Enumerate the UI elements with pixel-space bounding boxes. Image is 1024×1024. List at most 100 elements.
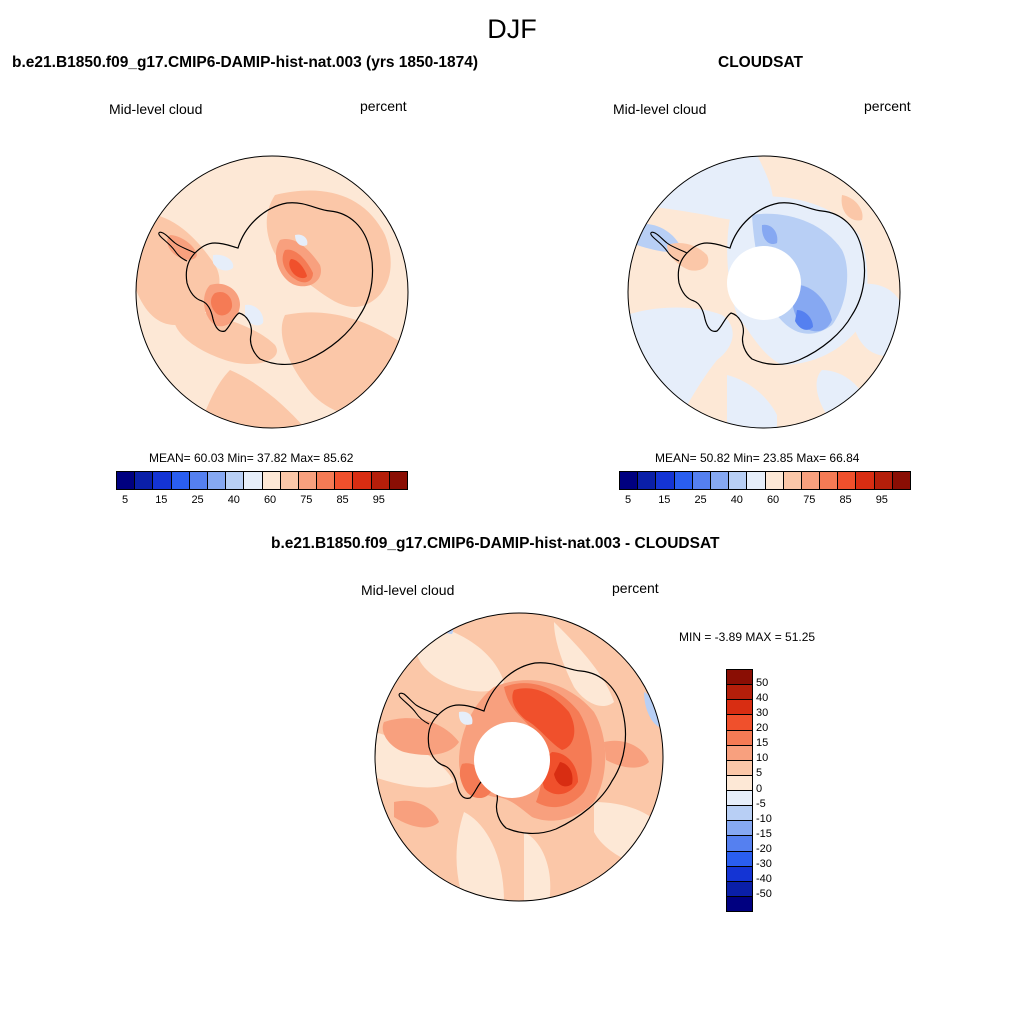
colorbar-swatch [727,806,752,822]
colorbar-swatch [727,745,752,761]
colorbar-swatch [727,896,752,911]
colorbar-tick-label: 60 [263,494,277,506]
obs-peninsula [650,231,688,262]
colorbar-tick-label: 60 [766,494,780,506]
diff-contour-pale-4 [456,812,504,901]
panel-diff-units-label: percent [612,580,659,596]
colorbar-tick-label: 40 [730,494,743,506]
model-contour-low-2 [245,304,264,326]
colorbar-swatch [765,472,784,489]
panel-model-title: b.e21.B1850.f09_g17.CMIP6-DAMIP-hist-nat… [12,54,479,71]
colorbar-tick-label: 50 [756,677,769,690]
diff-contour-strong-5 [554,762,573,787]
panel-diff-variable-label: Mid-level cloud [361,582,455,598]
figure-title: DJF [487,14,537,44]
diff-contour-blue-3 [458,711,473,725]
panel-obs-title: CLOUDSAT [718,54,803,71]
obs-coastline [677,202,866,365]
colorbar-tick-label: -20 [756,842,772,855]
colorbar-swatch [874,472,893,489]
obs-contour-peach-2 [841,195,863,221]
colorbar-tick-label: 20 [756,722,769,735]
obs-contour-pale-4 [727,375,777,428]
model-contour-light-1 [266,190,391,308]
colorbar-tick-label: -10 [756,812,772,825]
colorbar-tick-label: -15 [756,827,772,840]
obs-pole-hole [727,246,801,320]
colorbar-swatch [783,472,802,489]
panel-diff-stats: MIN = -3.89 MAX = 51.25 [679,630,816,644]
colorbar-swatch [727,836,752,852]
diff-contour-mid-3 [604,740,649,768]
colorbar-swatch [727,881,752,897]
colorbar-tick-label: -50 [756,887,772,900]
colorbar-swatch [353,472,372,489]
colorbar-tick-label: 0 [756,782,763,795]
panel-model-stats: MEAN= 60.03 Min= 37.82 Max= 85.62 [149,451,354,465]
colorbar-swatch [727,791,752,807]
colorbar-swatch [656,472,675,489]
colorbar-tick-label: 5 [625,494,632,506]
colorbar-swatch [135,472,154,489]
diff-contour-pale-6 [524,832,551,901]
colorbar-tick-label: 85 [839,494,852,506]
diff-contour-strong-3 [512,688,575,750]
panel-obs-units-label: percent [864,98,911,114]
diff-contour-mid-1 [382,718,459,755]
colorbar-tick-label: 10 [756,752,769,765]
colorbar-swatch [335,472,354,489]
panel-model-colorbar [116,471,408,490]
colorbar-swatch [226,472,245,489]
colorbar-swatch [727,760,752,776]
panel-obs-variable-label: Mid-level cloud [613,101,707,117]
panel-obs-colorbar [619,471,911,490]
colorbar-tick-label: 25 [694,494,707,506]
colorbar-swatch [389,472,407,489]
colorbar-tick-label: 15 [658,494,671,506]
panel-diff-colorbar [726,669,753,912]
colorbar-swatch [727,670,752,686]
colorbar-swatch [801,472,821,489]
model-contour-strong-3 [289,259,307,279]
colorbar-swatch [207,472,227,489]
colorbar-swatch [692,472,711,489]
colorbar-swatch [892,472,910,489]
colorbar-swatch [727,700,752,716]
colorbar-swatch [280,472,299,489]
panel-model-variable-label: Mid-level cloud [109,101,203,117]
model-coastline [185,202,374,365]
colorbar-swatch [317,472,336,489]
diff-contour-pale-2 [554,622,614,707]
colorbar-swatch [638,472,657,489]
obs-contour-blue-5 [795,310,813,330]
colorbar-swatch [727,851,752,867]
diff-contour-blue-2 [644,692,660,727]
colorbar-swatch [727,715,752,731]
panel-model-map [135,155,409,429]
colorbar-tick-label: 40 [227,494,240,506]
colorbar-swatch [262,472,281,489]
diff-contour-mid-2 [394,800,439,828]
colorbar-swatch [153,472,172,489]
colorbar-tick-label: 85 [336,494,349,506]
colorbar-swatch [838,472,857,489]
model-contour-low-3 [295,234,308,246]
colorbar-swatch [189,472,208,489]
colorbar-tick-label: 15 [155,494,168,506]
diff-contour-strong-2 [459,763,492,799]
colorbar-tick-label: -30 [756,857,772,870]
colorbar-tick-label: 95 [372,494,385,506]
model-peninsula [158,231,196,262]
colorbar-swatch [729,472,748,489]
colorbar-swatch [856,472,875,489]
model-contour-light-3 [173,305,277,365]
colorbar-swatch [171,472,190,489]
colorbar-swatch [371,472,390,489]
colorbar-swatch [727,821,752,837]
colorbar-tick-label: 40 [756,692,769,705]
colorbar-tick-label: 5 [756,767,763,780]
colorbar-swatch [820,472,839,489]
colorbar-tick-label: 75 [803,494,816,506]
colorbar-swatch [298,472,318,489]
colorbar-tick-label: 75 [300,494,313,506]
